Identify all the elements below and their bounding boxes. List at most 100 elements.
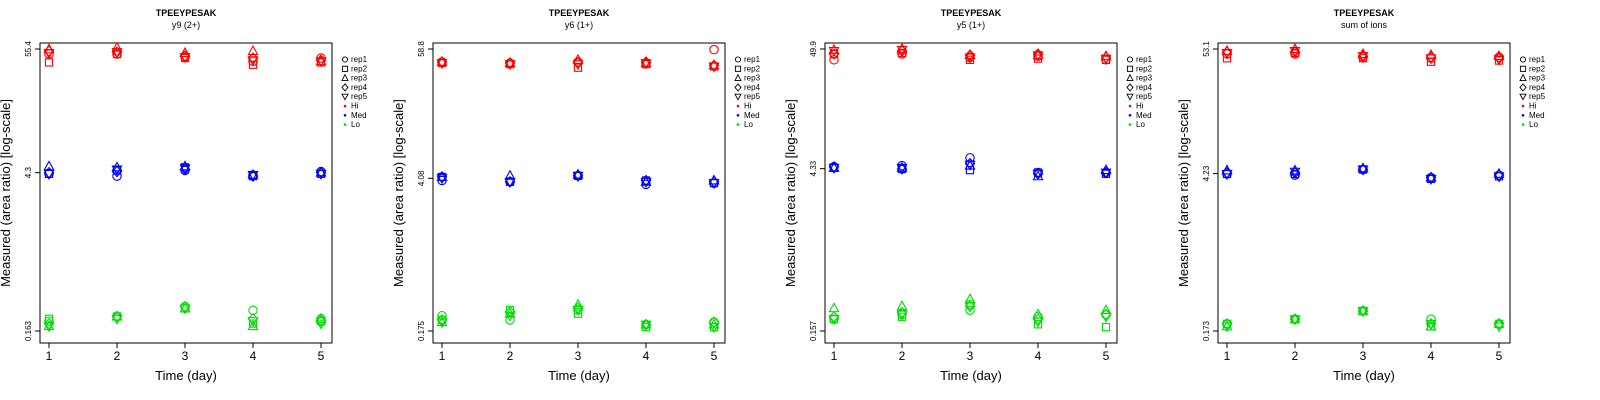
data-point-lo-rep3 [1289, 313, 1301, 324]
y-tick-label: 0.163 [24, 320, 33, 341]
data-point-hi-rep5 [111, 48, 123, 59]
data-point-med-rep5 [572, 171, 584, 182]
data-point-hi-rep5 [1425, 54, 1437, 65]
legend-swatch [341, 73, 349, 82]
data-point-lo-rep5 [828, 315, 840, 326]
data-point-lo-rep3 [896, 300, 908, 311]
plot-frame [824, 42, 1118, 344]
data-point-med-rep5 [179, 164, 191, 175]
data-point-lo-rep3 [640, 318, 652, 329]
chart-panel-1: TPEEYPESAK y9 (2+) 1 2 3 4 5 Time (day) 0.163 4.3… [0, 8, 368, 383]
data-point-lo-rep5 [708, 323, 720, 334]
legend-swatch [1519, 93, 1527, 101]
data-point-lo-rep5 [964, 302, 976, 313]
y-tick-label: 0.157 [809, 320, 818, 341]
legend-label: rep5 [744, 92, 761, 101]
data-point-hi-rep5 [640, 59, 652, 70]
data-point-lo-rep2 [1101, 322, 1111, 332]
data-point-lo-rep4 [708, 316, 720, 328]
legend-swatch [1519, 73, 1527, 82]
data-point-hi-rep3 [247, 44, 259, 56]
data-point-med-rep3 [1425, 171, 1437, 182]
chart-subtitle: y5 (1+) [957, 20, 985, 30]
data-point-lo-rep5 [1032, 317, 1044, 328]
legend-label: rep2 [744, 64, 761, 73]
y-tick-label: 58.8 [417, 41, 426, 57]
plot-frame [1217, 42, 1511, 344]
y-axis-label: Measured (area ratio) [log-scale] [1176, 99, 1191, 287]
data-point-med-rep1 [112, 171, 122, 181]
data-point-med-rep5 [1357, 165, 1369, 176]
data-point-lo-rep4 [1493, 318, 1505, 330]
data-point-lo-rep4 [247, 312, 259, 325]
data-point-lo-rep5 [1221, 322, 1233, 333]
data-point-med-rep5 [1425, 174, 1437, 186]
data-point-hi-rep5 [828, 46, 840, 58]
x-axis-label: Time (day) [940, 368, 1002, 383]
data-point-med-rep3 [315, 166, 327, 177]
data-point-med-rep3 [436, 170, 448, 181]
data-point-lo-rep1 [1426, 314, 1436, 324]
data-point-med-rep5 [111, 165, 123, 176]
data-point-lo-rep1 [44, 316, 54, 326]
legend-label: rep4 [351, 83, 368, 92]
legend-label: rep3 [1136, 74, 1153, 83]
x-tick-label: 1 [831, 349, 838, 363]
data-point-lo-rep5 [179, 304, 191, 315]
data-point-med-rep5 [43, 169, 55, 180]
x-axis-label: Time (day) [1333, 368, 1395, 383]
plot-frame [39, 42, 333, 344]
legend-label: rep2 [1136, 64, 1153, 73]
x-tick-label: 2 [507, 349, 514, 363]
y-tick-label: 49.9 [809, 41, 818, 57]
data-point-lo-rep1 [505, 315, 515, 325]
data-point-lo-rep3 [1357, 304, 1369, 315]
legend-label: rep5 [1529, 92, 1546, 101]
legend-label: Hi [351, 102, 359, 111]
y-axis-label: Measured (area ratio) [log-scale] [391, 99, 406, 287]
legend-swatch [734, 83, 742, 92]
legend-swatch [1126, 73, 1134, 82]
data-point-lo-rep4 [504, 305, 516, 318]
data-point-lo-rep3 [572, 298, 584, 309]
legend-swatch [341, 65, 349, 72]
y-tick-label: 53.1 [1202, 41, 1211, 57]
data-point-hi-rep2 [248, 60, 258, 69]
legend-label: rep1 [744, 55, 761, 64]
y-tick-label: 4.23 [1202, 165, 1211, 181]
data-point-med-rep5 [1100, 168, 1112, 179]
legend-label: Lo [1529, 120, 1538, 129]
x-axis-label: Time (day) [548, 368, 610, 383]
chart-title: TPEEYPESAK [1334, 8, 1395, 18]
data-point-hi-rep3 [504, 56, 516, 68]
legend-swatch [341, 93, 349, 101]
legend-swatch [734, 93, 742, 101]
data-point-lo-rep5 [315, 319, 327, 330]
y-tick-label: 4.08 [417, 170, 426, 186]
x-tick-label: 2 [899, 349, 906, 363]
legend-swatch [1521, 114, 1525, 117]
data-point-hi-rep5 [964, 53, 976, 64]
legend-label: rep4 [1529, 83, 1546, 92]
legend-swatch [341, 83, 349, 92]
legend-swatch [343, 104, 347, 108]
legend-swatch [1128, 123, 1132, 126]
data-point-lo-rep3 [247, 320, 259, 331]
legend-swatch [341, 56, 349, 63]
data-point-med-rep5 [1032, 169, 1044, 180]
data-point-lo-rep5 [1357, 306, 1369, 318]
legend-label: rep2 [1529, 64, 1546, 73]
data-point-lo-rep5 [640, 320, 652, 331]
chart-panel-4: TPEEYPESAK sum of ions 1 2 3 4 5 Time (day) 0.17… [1176, 8, 1546, 383]
chart-subtitle: y6 (1+) [565, 20, 593, 30]
data-point-hi-rep1 [709, 44, 719, 55]
x-tick-label: 3 [1360, 349, 1367, 363]
legend-label: rep1 [1136, 55, 1153, 64]
legend-label: Hi [1529, 102, 1537, 111]
legend-swatch [734, 73, 742, 82]
x-tick-label: 2 [114, 349, 121, 363]
x-tick-label: 4 [1035, 349, 1042, 363]
legend-swatch [1519, 56, 1527, 63]
legend-label: Lo [351, 120, 360, 129]
